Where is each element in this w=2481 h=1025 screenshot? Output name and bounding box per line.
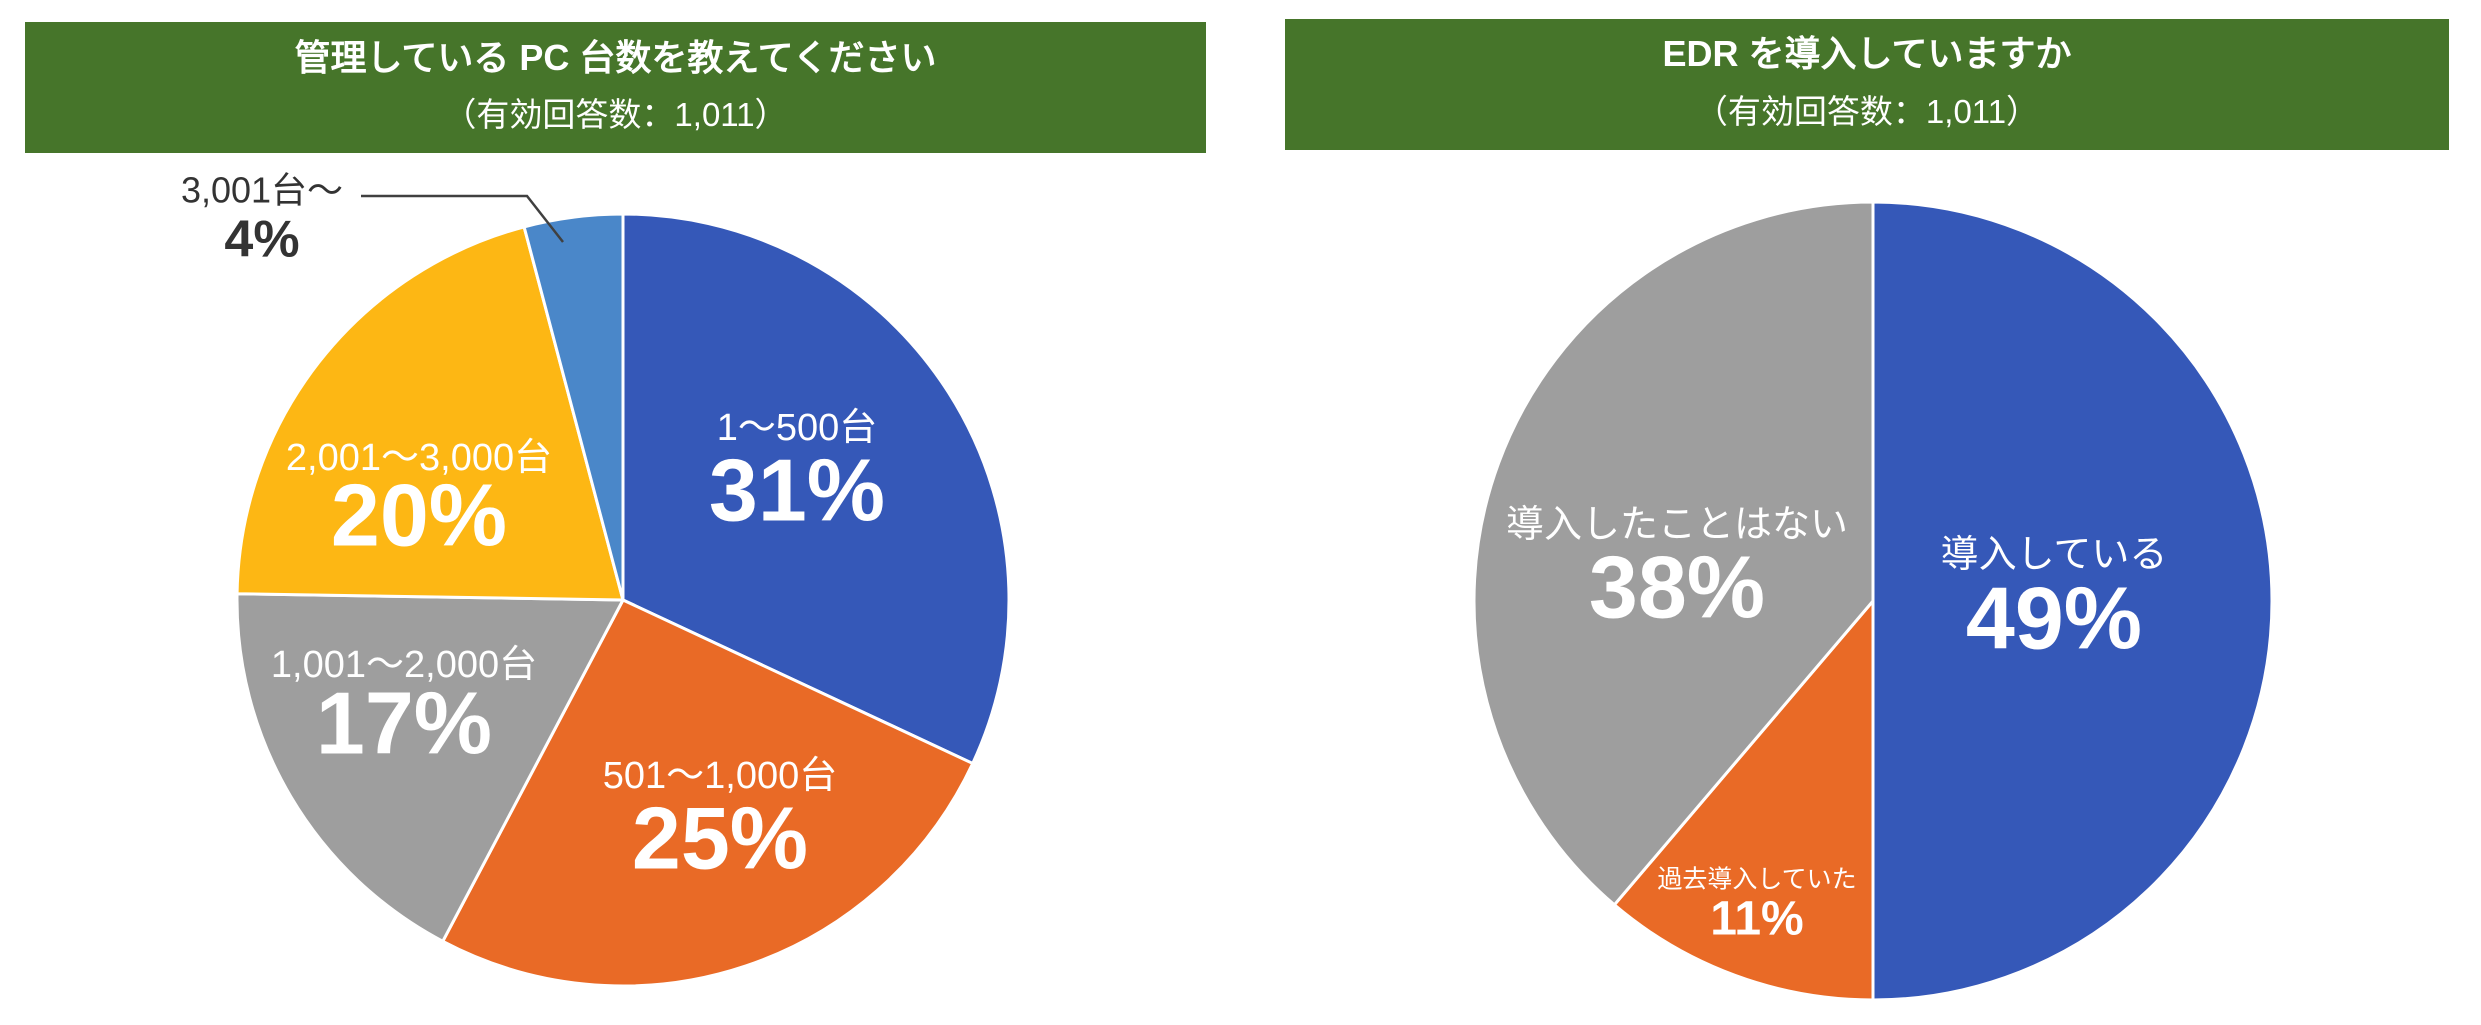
pc-count-slice-category-label: 501～1,000台	[603, 755, 838, 797]
edr-slice-category-label: 導入している	[1941, 534, 2168, 576]
pc-count-chart-title: 管理している PC 台数を教えてください	[294, 37, 937, 78]
edr-slice-category-label: 導入したことはない	[1506, 504, 1848, 546]
pc-count-slice-category-label: 3,001台～	[181, 170, 343, 211]
pc-count-slice-percent-label: 20%	[331, 465, 507, 564]
pc-count-pie-slice-4	[235, 225, 625, 602]
edr-slice-category-label: 過去導入していた	[1657, 866, 1856, 894]
pc-count-slice-percent-label: 25%	[632, 788, 808, 887]
pc-count-slice-category-label: 1,001～2,000台	[271, 644, 537, 686]
pc-count-slice-category-label: 2,001～3,000台	[286, 437, 552, 479]
edr-chart-header: EDR を導入していますか （有効回答数：1,011）	[1285, 19, 2449, 150]
edr-slice-percent-label: 11%	[1710, 893, 1803, 946]
edr-chart-title: EDR を導入していますか	[1662, 33, 2072, 74]
pc-count-chart-subtitle: （有効回答数：1,011）	[443, 96, 788, 133]
pc-count-pie-slice-1	[621, 212, 1011, 765]
pc-count-pie-slice-2	[441, 598, 975, 988]
pc-count-slice-percent-label: 4%	[224, 211, 299, 269]
edr-pie-slice-3	[1472, 200, 1875, 907]
pc-count-slice-percent-label: 31%	[709, 440, 885, 539]
edr-chart-subtitle: （有効回答数：1,011）	[1694, 93, 2040, 130]
pc-count-chart-header: 管理している PC 台数を教えてください （有効回答数：1,011）	[25, 22, 1206, 153]
pc-count-pie-slice-3	[235, 592, 625, 943]
edr-pie-slice-2	[1612, 599, 1875, 1002]
pc-count-pie-slice-5	[522, 212, 625, 602]
edr-pie-slice-1	[1871, 200, 2274, 1002]
edr-slice-percent-label: 38%	[1589, 537, 1765, 636]
pc-count-slice-category-label: 1～500台	[717, 407, 878, 449]
pc-count-leader-line	[361, 194, 564, 243]
pc-count-slice-percent-label: 17%	[316, 673, 492, 772]
edr-slice-percent-label: 49%	[1966, 568, 2142, 667]
